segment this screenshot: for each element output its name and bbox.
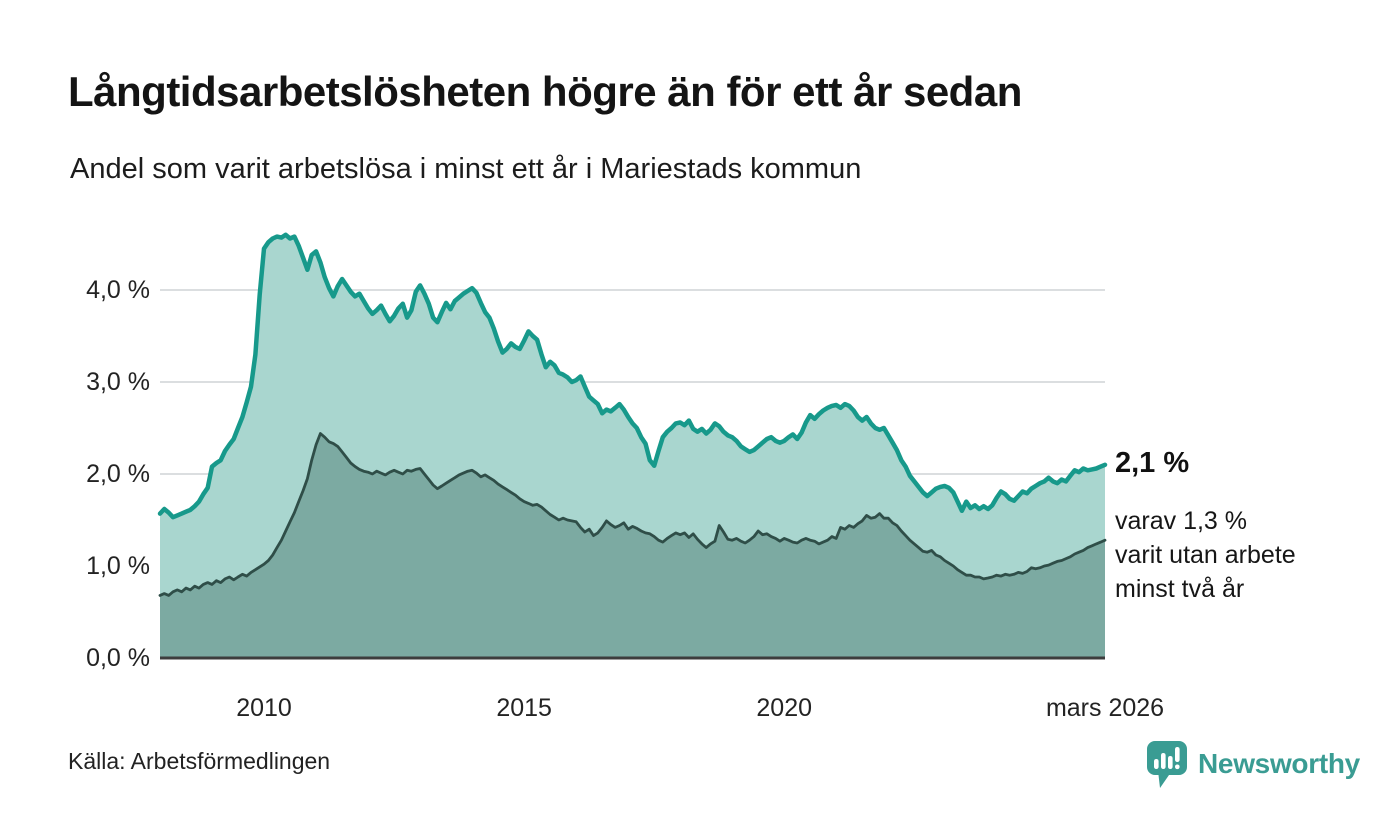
- line-minst-ett-ar: [157, 232, 1108, 520]
- y-tick-label: 0,0 %: [86, 644, 150, 672]
- x-tick-label: 2015: [496, 694, 552, 722]
- brand-name: Newsworthy: [1198, 748, 1360, 779]
- source-credit: Källa: Arbetsförmedlingen: [68, 748, 331, 774]
- page-title: Långtidsarbetslösheten högre än för ett …: [68, 68, 1022, 115]
- chart-subtitle: Andel som varit arbetslösa i minst ett å…: [70, 153, 862, 185]
- y-tick-label: 1,0 %: [86, 552, 150, 580]
- area-minst-tva-ar: [160, 433, 1105, 658]
- y-tick-label: 2,0 %: [86, 460, 150, 488]
- x-tick-label: 2010: [236, 694, 292, 722]
- x-tick-label: mars 2026: [1045, 694, 1165, 722]
- y-tick-label: 4,0 %: [86, 276, 150, 304]
- brand-logo: Newsworthy: [1146, 740, 1360, 792]
- newsworthy-speech-bubble-bar-chart-icon: [1147, 741, 1187, 788]
- x-tick-label: 2020: [756, 694, 813, 722]
- line-minst-tva-ar: [158, 432, 1107, 597]
- secondary-annotation: varav 1,3 % varit utan arbete minst två …: [1115, 507, 1296, 603]
- y-tick-label: 3,0 %: [86, 368, 150, 396]
- latest-value-label: 2,1 %: [1115, 447, 1190, 479]
